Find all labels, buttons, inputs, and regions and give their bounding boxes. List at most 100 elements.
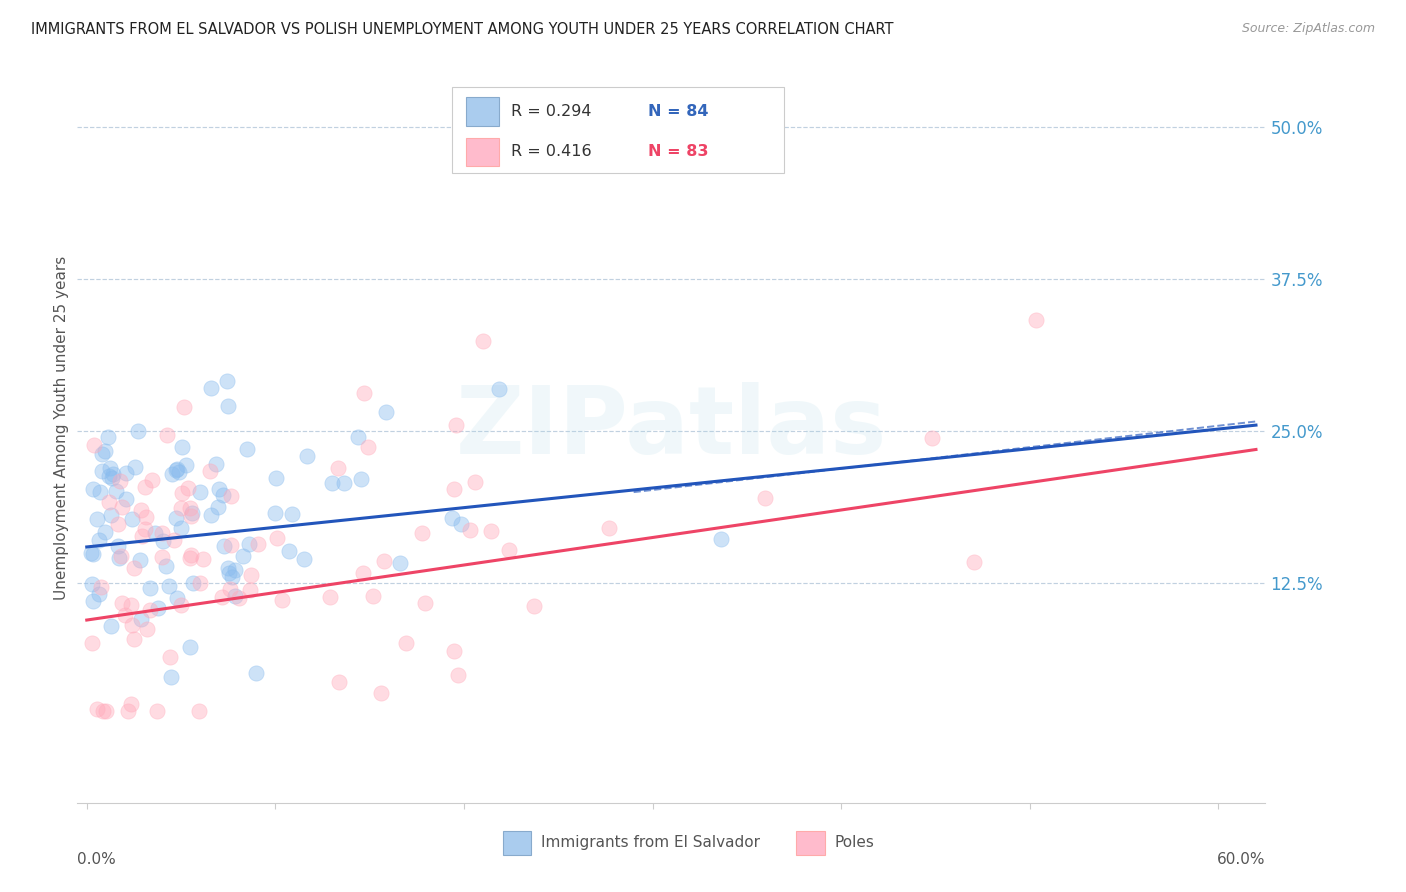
Point bbox=[170, 598, 193, 612]
Point bbox=[224, 563, 246, 577]
Point bbox=[98, 461, 121, 475]
Point bbox=[141, 473, 163, 487]
Point bbox=[165, 463, 187, 477]
Point bbox=[236, 442, 259, 456]
Point bbox=[111, 500, 134, 514]
Point bbox=[155, 559, 177, 574]
Point bbox=[167, 465, 190, 479]
Point bbox=[157, 579, 180, 593]
Point bbox=[443, 643, 465, 657]
Point bbox=[375, 405, 398, 419]
Point bbox=[281, 508, 304, 522]
Point bbox=[146, 705, 169, 719]
Point bbox=[166, 461, 188, 475]
Point bbox=[319, 590, 342, 604]
Point bbox=[97, 468, 120, 483]
Text: Immigrants from El Salvador: Immigrants from El Salvador bbox=[541, 835, 759, 850]
Point bbox=[108, 474, 131, 488]
Point bbox=[228, 591, 250, 606]
Point bbox=[108, 551, 131, 566]
Point bbox=[347, 430, 370, 444]
Point bbox=[239, 568, 262, 582]
Point bbox=[211, 488, 233, 502]
Point bbox=[239, 582, 262, 597]
FancyBboxPatch shape bbox=[451, 87, 785, 173]
Bar bbox=[465, 137, 499, 166]
Point bbox=[963, 555, 986, 569]
Point bbox=[121, 618, 143, 632]
Point bbox=[129, 612, 152, 626]
Point bbox=[115, 491, 138, 506]
Point bbox=[754, 491, 776, 505]
Point bbox=[165, 511, 187, 525]
Point bbox=[270, 593, 292, 607]
Point bbox=[450, 516, 472, 531]
Point bbox=[238, 536, 260, 550]
Point bbox=[150, 550, 173, 565]
Point bbox=[94, 524, 117, 539]
Bar bbox=[503, 830, 531, 855]
Point bbox=[100, 619, 122, 633]
Point bbox=[91, 447, 114, 461]
Point bbox=[160, 467, 183, 481]
Point bbox=[709, 532, 731, 546]
Point bbox=[89, 484, 111, 499]
Point bbox=[104, 484, 127, 499]
Point bbox=[443, 482, 465, 496]
Point bbox=[479, 524, 502, 538]
Point bbox=[292, 552, 315, 566]
Point bbox=[321, 475, 343, 490]
Point bbox=[921, 431, 943, 445]
Point bbox=[114, 607, 136, 622]
Point bbox=[200, 382, 222, 396]
Point bbox=[115, 467, 138, 481]
Y-axis label: Unemployment Among Youth under 25 years: Unemployment Among Youth under 25 years bbox=[53, 256, 69, 600]
Text: Source: ZipAtlas.com: Source: ZipAtlas.com bbox=[1241, 22, 1375, 36]
Point bbox=[101, 467, 124, 481]
Point bbox=[117, 705, 139, 719]
Point bbox=[82, 594, 104, 608]
Point bbox=[357, 440, 380, 454]
Point bbox=[159, 649, 181, 664]
Text: IMMIGRANTS FROM EL SALVADOR VS POLISH UNEMPLOYMENT AMONG YOUTH UNDER 25 YEARS CO: IMMIGRANTS FROM EL SALVADOR VS POLISH UN… bbox=[31, 22, 893, 37]
Point bbox=[148, 601, 170, 615]
Point bbox=[156, 428, 179, 442]
Point bbox=[124, 460, 146, 475]
Point bbox=[441, 510, 464, 524]
Point bbox=[80, 636, 103, 650]
Point bbox=[411, 526, 433, 541]
Point bbox=[180, 508, 202, 523]
Point bbox=[266, 531, 288, 545]
Point bbox=[179, 551, 201, 566]
Point bbox=[353, 386, 375, 401]
Point bbox=[152, 533, 174, 548]
Point bbox=[90, 580, 112, 594]
Point bbox=[134, 522, 156, 536]
Point bbox=[218, 566, 240, 581]
Point bbox=[598, 521, 620, 535]
Point bbox=[131, 529, 153, 543]
Point bbox=[87, 587, 110, 601]
Point bbox=[181, 576, 204, 591]
Point bbox=[212, 539, 235, 553]
Point bbox=[363, 590, 385, 604]
Point bbox=[218, 561, 240, 575]
Point bbox=[198, 464, 221, 478]
Point bbox=[86, 511, 108, 525]
Point bbox=[447, 668, 470, 682]
Point bbox=[221, 570, 243, 584]
Point bbox=[122, 560, 145, 574]
Point bbox=[219, 538, 242, 552]
Point bbox=[352, 566, 374, 581]
Point bbox=[174, 458, 197, 472]
Point bbox=[1025, 313, 1047, 327]
Point bbox=[193, 551, 215, 566]
Bar bbox=[796, 830, 825, 855]
Point bbox=[188, 575, 211, 590]
Point bbox=[350, 472, 373, 486]
Point bbox=[215, 374, 238, 388]
Point bbox=[97, 494, 120, 508]
Point bbox=[232, 549, 254, 563]
Point bbox=[135, 510, 157, 524]
Text: N = 84: N = 84 bbox=[648, 103, 709, 119]
